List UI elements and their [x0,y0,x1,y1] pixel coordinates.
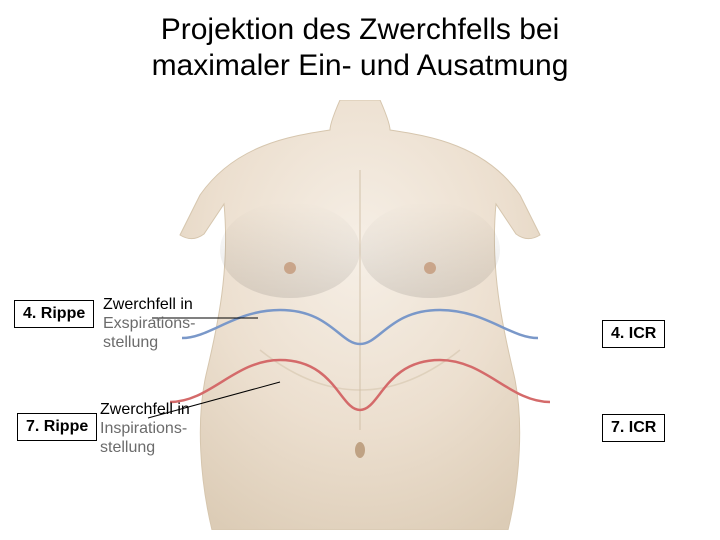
nipple-right [424,262,436,274]
label-7-rippe: 7. Rippe [17,413,97,441]
legend-exp-head: Zwerchfell in [103,296,193,313]
legend-inspiration: Zwerchfell in Inspirations- stellung [100,400,190,458]
legend-insp-head: Zwerchfell in [100,401,190,418]
page-title: Projektion des Zwerchfells bei maximaler… [0,12,720,84]
legend-exp-l2: Exspirations- [103,315,195,332]
title-line-1: Projektion des Zwerchfells bei [161,13,560,46]
legend-insp-l3: stellung [100,439,155,456]
legend-insp-l2: Inspirations- [100,420,187,437]
label-4-icr-text: 4. ICR [611,325,656,342]
chest-shade-right [360,202,500,298]
navel [355,442,365,458]
legend-exp-l3: stellung [103,334,158,351]
label-7-rippe-text: 7. Rippe [26,418,88,435]
chest-shade-left [220,202,360,298]
torso-diagram [140,100,580,530]
label-4-rippe-text: 4. Rippe [23,305,85,322]
label-7-icr-text: 7. ICR [611,419,656,436]
title-line-2: maximaler Ein- und Ausatmung [152,49,569,82]
label-4-icr: 4. ICR [602,320,665,348]
label-7-icr: 7. ICR [602,414,665,442]
nipple-left [284,262,296,274]
label-4-rippe: 4. Rippe [14,300,94,328]
legend-expiration: Zwerchfell in Exspirations- stellung [103,295,195,353]
